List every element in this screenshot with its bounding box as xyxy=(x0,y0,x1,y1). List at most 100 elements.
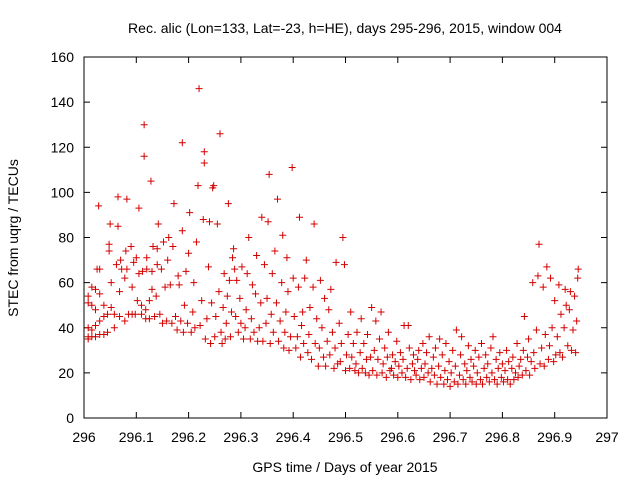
data-point xyxy=(538,344,546,352)
data-point xyxy=(130,258,138,266)
data-point xyxy=(526,371,534,379)
data-point xyxy=(212,312,220,320)
data-point xyxy=(483,373,491,381)
data-point xyxy=(260,261,268,269)
data-point xyxy=(379,360,387,368)
data-point xyxy=(454,380,462,388)
data-point xyxy=(250,328,258,336)
data-point xyxy=(566,288,574,296)
data-point xyxy=(243,270,251,278)
data-point xyxy=(322,362,330,370)
data-point xyxy=(441,367,449,375)
data-point xyxy=(484,360,492,368)
data-point xyxy=(153,261,161,269)
data-point xyxy=(105,247,113,255)
data-point xyxy=(274,195,282,203)
data-point xyxy=(417,364,425,372)
data-point xyxy=(88,326,96,334)
data-point xyxy=(431,344,439,352)
data-point xyxy=(110,310,118,318)
data-point xyxy=(242,306,250,314)
data-point xyxy=(128,283,136,291)
data-point xyxy=(145,297,153,305)
data-point xyxy=(504,376,512,384)
data-point xyxy=(201,335,209,343)
data-point xyxy=(377,308,385,316)
data-point xyxy=(293,333,301,341)
data-point xyxy=(539,283,547,291)
data-point xyxy=(177,317,185,325)
data-point xyxy=(543,263,551,271)
x-tick-label: 296.9 xyxy=(537,429,572,445)
data-point xyxy=(496,349,504,357)
data-point xyxy=(114,222,122,230)
data-point xyxy=(224,200,232,208)
data-point xyxy=(207,340,215,348)
data-point xyxy=(515,362,523,370)
data-point xyxy=(363,331,371,339)
data-point xyxy=(199,215,207,223)
data-point xyxy=(356,349,364,357)
data-point xyxy=(508,364,516,372)
data-point xyxy=(482,351,490,359)
data-point xyxy=(378,369,386,377)
data-point xyxy=(370,346,378,354)
data-point xyxy=(104,310,112,318)
data-point xyxy=(389,351,397,359)
data-point xyxy=(233,276,241,284)
data-point xyxy=(294,283,302,291)
data-point xyxy=(295,213,303,221)
x-tick-label: 296.4 xyxy=(276,429,311,445)
data-point xyxy=(237,319,245,327)
data-point xyxy=(252,290,260,298)
data-point xyxy=(480,364,488,372)
data-point xyxy=(565,306,573,314)
data-point xyxy=(561,285,569,293)
data-point xyxy=(369,367,377,375)
x-tick-label: 296.3 xyxy=(223,429,258,445)
data-point xyxy=(351,367,359,375)
data-point xyxy=(493,380,501,388)
data-point xyxy=(416,376,424,384)
data-point xyxy=(572,349,580,357)
data-point xyxy=(121,274,129,282)
data-point xyxy=(536,360,544,368)
x-tick-label: 296.2 xyxy=(171,429,206,445)
data-point xyxy=(258,213,266,221)
data-point xyxy=(145,315,153,323)
chart-title: Rec. alic (Lon=133, Lat=-23, h=HE), days… xyxy=(128,20,562,36)
data-point xyxy=(318,324,326,332)
data-point xyxy=(216,130,224,138)
data-point xyxy=(471,346,479,354)
data-point xyxy=(548,324,556,332)
data-point xyxy=(165,234,173,241)
data-point xyxy=(314,362,322,370)
data-point xyxy=(553,333,561,341)
data-point xyxy=(143,254,151,262)
data-point xyxy=(423,349,431,357)
data-point xyxy=(331,344,339,352)
data-point xyxy=(429,353,437,361)
data-point xyxy=(451,362,459,370)
data-point xyxy=(166,281,174,289)
data-point xyxy=(535,240,543,248)
data-point xyxy=(191,324,199,332)
data-point xyxy=(505,358,513,366)
data-point xyxy=(203,315,211,323)
data-point xyxy=(198,297,206,305)
data-point xyxy=(450,378,458,386)
data-point xyxy=(532,326,540,334)
data-point xyxy=(157,265,165,273)
data-point xyxy=(139,267,147,275)
data-point xyxy=(158,319,166,327)
data-point xyxy=(473,369,481,377)
data-point xyxy=(172,312,180,320)
data-point xyxy=(530,349,538,357)
data-point xyxy=(459,376,467,384)
data-point xyxy=(342,367,349,375)
data-point xyxy=(262,319,270,327)
data-point xyxy=(506,380,514,388)
data-point xyxy=(421,360,429,368)
data-point xyxy=(467,355,475,363)
x-tick-label: 296.1 xyxy=(119,429,154,445)
